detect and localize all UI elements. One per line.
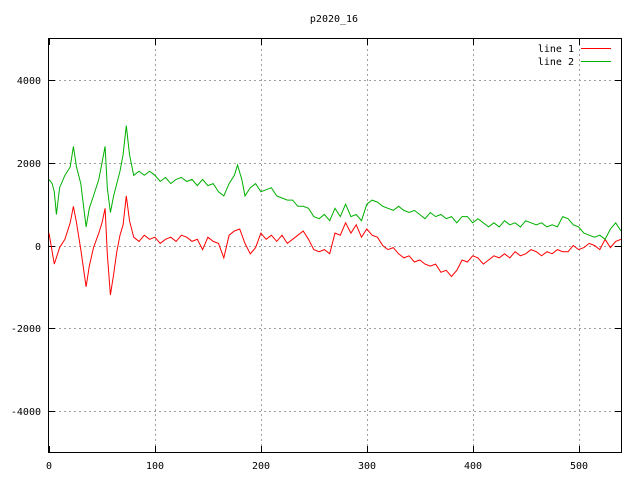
x-tick-label: 500	[570, 461, 588, 472]
y-tick-label: 4000	[17, 76, 41, 87]
x-tick-label: 400	[464, 461, 482, 472]
y-tick-label: 2000	[17, 159, 41, 170]
series-layer	[48, 125, 622, 296]
grid	[49, 39, 621, 452]
series-line-2	[48, 125, 622, 241]
y-tick-label: 0	[35, 242, 41, 253]
x-tick-label: 200	[252, 461, 270, 472]
y-tick-label: -2000	[11, 324, 41, 335]
legend-label: line 1	[538, 44, 574, 55]
chart-title: p2020_16	[310, 14, 358, 25]
plot-border	[48, 38, 622, 453]
x-tick-label: 100	[146, 461, 164, 472]
y-tick-label: -4000	[11, 407, 41, 418]
legend-label: line 2	[538, 57, 574, 68]
legend: line 1 line 2	[538, 44, 611, 68]
x-tick-labels: 0 100 200 300 400 500	[46, 461, 588, 472]
x-tick-label: 300	[358, 461, 376, 472]
series-line-1	[48, 195, 622, 296]
x-tick-label: 0	[46, 461, 52, 472]
y-tick-labels: -4000 -2000 0 2000 4000	[11, 76, 41, 418]
axis-ticks	[49, 39, 621, 452]
